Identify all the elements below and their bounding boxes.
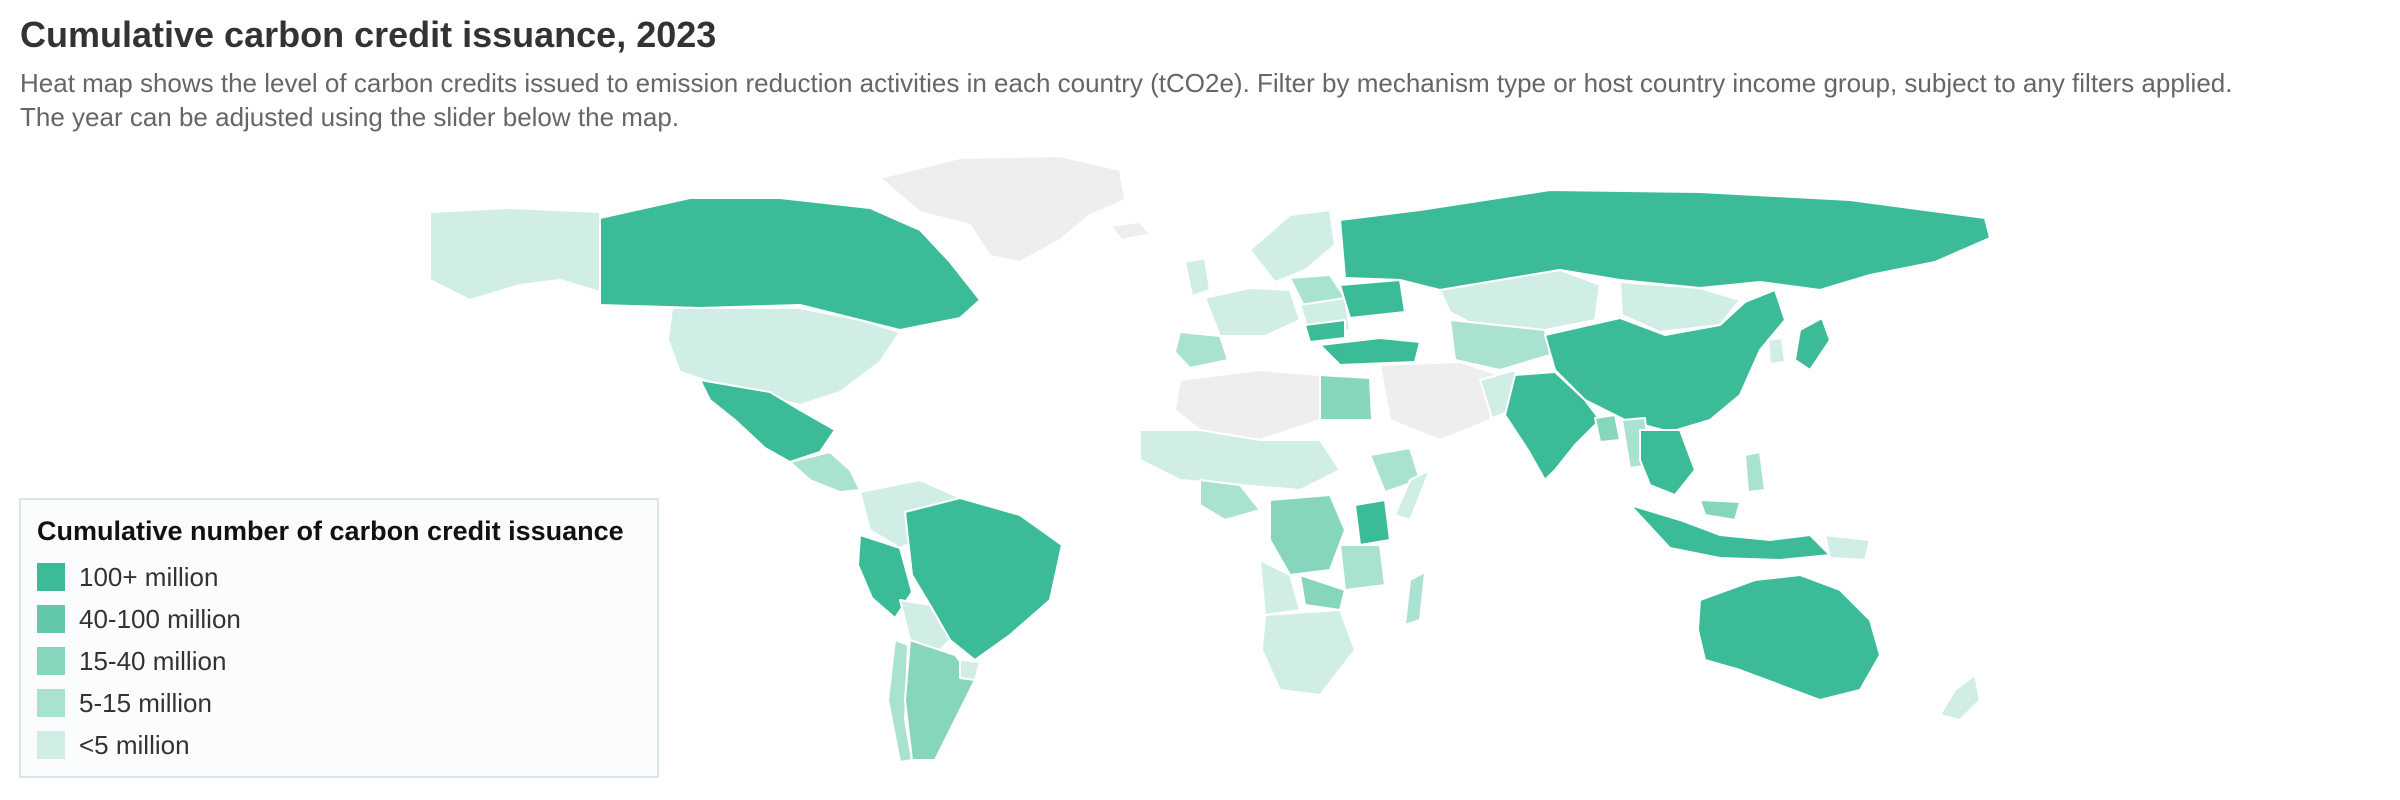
country-central-america[interactable] [789,451,861,493]
country-china[interactable] [1544,289,1786,433]
legend-swatch [37,731,65,759]
legend-title: Cumulative number of carbon credit issua… [37,516,624,546]
legend-swatch [37,689,65,717]
country-zambia[interactable] [1299,574,1346,611]
country-peru[interactable] [857,534,913,619]
country-kazakhstan[interactable] [1439,269,1601,331]
country-madagascar[interactable] [1404,571,1426,626]
country-turkey[interactable] [1319,337,1421,366]
country-spain[interactable] [1174,331,1229,369]
map-title: Cumulative carbon credit issuance, 2023 [20,14,717,55]
country-brazil[interactable] [904,497,1063,661]
legend-label: 40-100 million [79,604,241,634]
country-iceland[interactable] [1109,221,1151,241]
legend-label: 5-15 million [79,688,212,718]
country-png[interactable] [1824,534,1871,561]
country-usa-alaska[interactable] [429,207,601,301]
map-subtitle: Heat map shows the level of carbon credi… [20,68,2233,132]
country-nigeria[interactable] [1199,479,1261,521]
country-central-asia[interactable] [1449,319,1551,371]
country-ukraine[interactable] [1339,279,1406,319]
country-angola[interactable] [1259,559,1301,616]
country-uruguay[interactable] [959,659,981,681]
country-southern-africa[interactable] [1261,609,1356,696]
country-west-africa[interactable] [1139,429,1341,491]
legend-label: <5 million [79,730,190,760]
country-bulgaria[interactable] [1304,319,1346,343]
country-western-europe[interactable] [1204,287,1301,337]
country-tanzania[interactable] [1339,544,1386,591]
legend-swatch [37,647,65,675]
country-philippines[interactable] [1744,451,1766,493]
legend-swatch [37,563,65,591]
country-egypt[interactable] [1319,374,1373,421]
country-malaysia[interactable] [1699,499,1741,521]
map-legend: Cumulative number of carbon credit issua… [19,498,659,778]
country-russia[interactable] [1339,189,1991,291]
country-middle-east[interactable] [1379,361,1501,441]
legend-swatch [37,605,65,633]
country-usa[interactable] [667,307,901,406]
country-drc[interactable] [1269,494,1346,576]
country-uk[interactable] [1184,257,1211,297]
country-kenya[interactable] [1354,499,1391,546]
country-new-zealand[interactable] [1939,674,1981,721]
country-japan[interactable] [1794,317,1831,371]
country-thailand[interactable] [1639,429,1696,496]
country-greenland[interactable] [879,155,1126,263]
legend-label: 15-40 million [79,646,227,676]
country-bangladesh[interactable] [1594,414,1621,443]
legend-label: 100+ million [79,562,219,592]
country-korea[interactable] [1767,337,1786,365]
country-north-africa[interactable] [1174,369,1321,441]
country-indonesia[interactable] [1629,504,1831,561]
country-argentina[interactable] [904,639,976,761]
country-mexico[interactable] [699,379,836,463]
country-scandinavia[interactable] [1249,209,1336,283]
country-india[interactable] [1504,371,1601,481]
country-somalia[interactable] [1394,469,1431,521]
country-australia[interactable] [1697,574,1881,701]
